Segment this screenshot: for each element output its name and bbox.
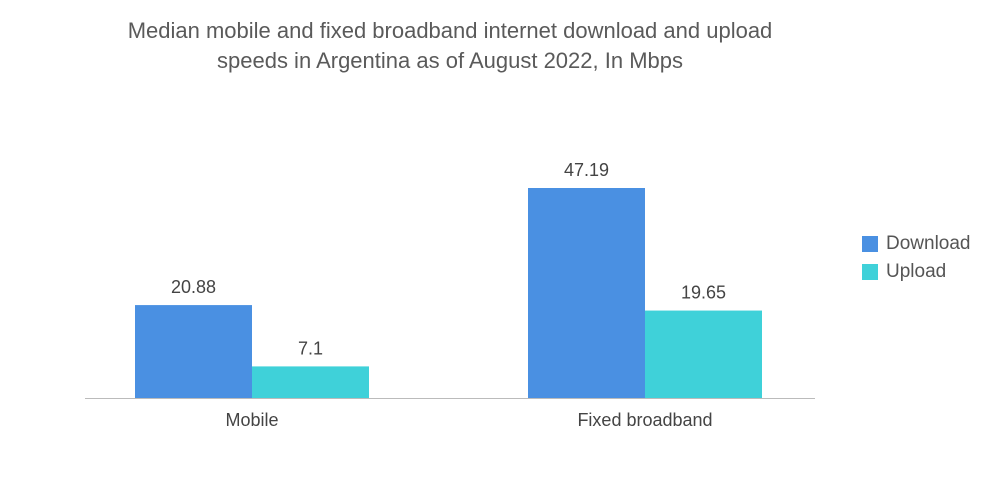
legend-swatch-upload [862,264,878,280]
data-label-mobile-upload: 7.1 [298,338,323,358]
data-label-fixed-broadband-download: 47.19 [564,160,609,180]
bar-fixed-broadband-upload [645,310,762,398]
bar-fixed-broadband-download [528,188,645,398]
legend: Download Upload [862,230,971,286]
data-label-mobile-download: 20.88 [171,277,216,297]
category-label-mobile: Mobile [225,410,278,430]
legend-swatch-download [862,236,878,252]
legend-item-upload: Upload [862,258,971,286]
legend-label-download: Download [886,233,971,254]
chart-title-line-2: speeds in Argentina as of August 2022, I… [217,48,683,73]
bar-mobile-download [135,305,252,398]
chart-title-line-1: Median mobile and fixed broadband intern… [127,18,773,43]
bar-mobile-upload [252,366,369,398]
legend-item-download: Download [862,230,971,258]
data-label-fixed-broadband-upload: 19.65 [681,283,726,303]
chart-title: Median mobile and fixed broadband intern… [0,16,900,76]
legend-label-upload: Upload [886,261,947,282]
category-label-fixed-broadband: Fixed broadband [577,410,712,430]
